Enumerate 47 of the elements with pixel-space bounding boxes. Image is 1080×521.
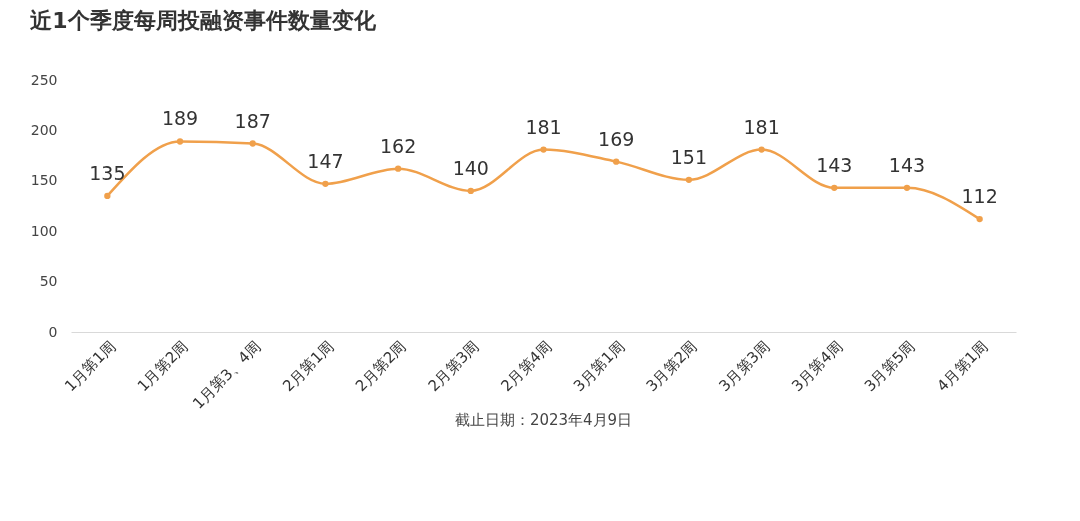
data-label: 140 [452,156,489,179]
x-tick-label: 3月第5周 [860,337,919,396]
point [613,158,620,165]
x-tick-label: 3月第3周 [715,337,774,396]
data-label: 162 [379,134,417,157]
x-tick-label: 1月第1周 [61,337,120,396]
x-tick-label: 4月第1周 [933,337,992,396]
point [394,165,402,172]
x-tick-label: 1月第3、4周 [189,337,265,413]
point [685,176,693,183]
point [176,138,184,145]
point [831,184,838,192]
y-tick-label: 250 [30,71,58,88]
y-tick-label: 200 [30,121,58,138]
y-tick-label: 0 [48,323,58,340]
x-tick-label: 2月第3周 [424,337,483,396]
point [322,180,329,187]
data-label: 181 [743,115,780,138]
x-tick-label: 2月第1周 [279,337,338,396]
data-label: 187 [234,109,271,132]
x-tick-label: 3月第2周 [642,337,701,396]
chart-title: 近1个季度每周投融资事件数量变化 [29,8,377,33]
data-label: 143 [888,153,926,176]
data-label: 181 [525,115,562,138]
data-label: 112 [961,185,998,208]
point [249,140,256,147]
data-label: 189 [161,107,199,130]
x-tick-label: 3月第4周 [788,337,847,396]
x-tick-label: 2月第2周 [351,337,410,396]
data-label: 169 [598,127,635,150]
point [467,187,474,195]
text: 截止日期：2023年4月9日 [454,410,633,429]
data-label: 147 [307,149,344,172]
y-tick-label: 100 [30,222,58,239]
y-tick-label: 50 [39,273,58,290]
point [976,215,983,223]
data-label: 143 [816,153,853,176]
y-tick-label: 150 [30,172,58,189]
point [540,146,547,153]
data-label: 135 [89,161,126,184]
data-label: 151 [670,145,708,168]
x-tick-label: 1月第2周 [133,337,192,396]
x-tick-label: 3月第1周 [569,337,629,396]
point [104,192,111,200]
point [903,184,911,192]
x-tick-label: 2月第4周 [497,337,556,396]
point [758,146,765,153]
